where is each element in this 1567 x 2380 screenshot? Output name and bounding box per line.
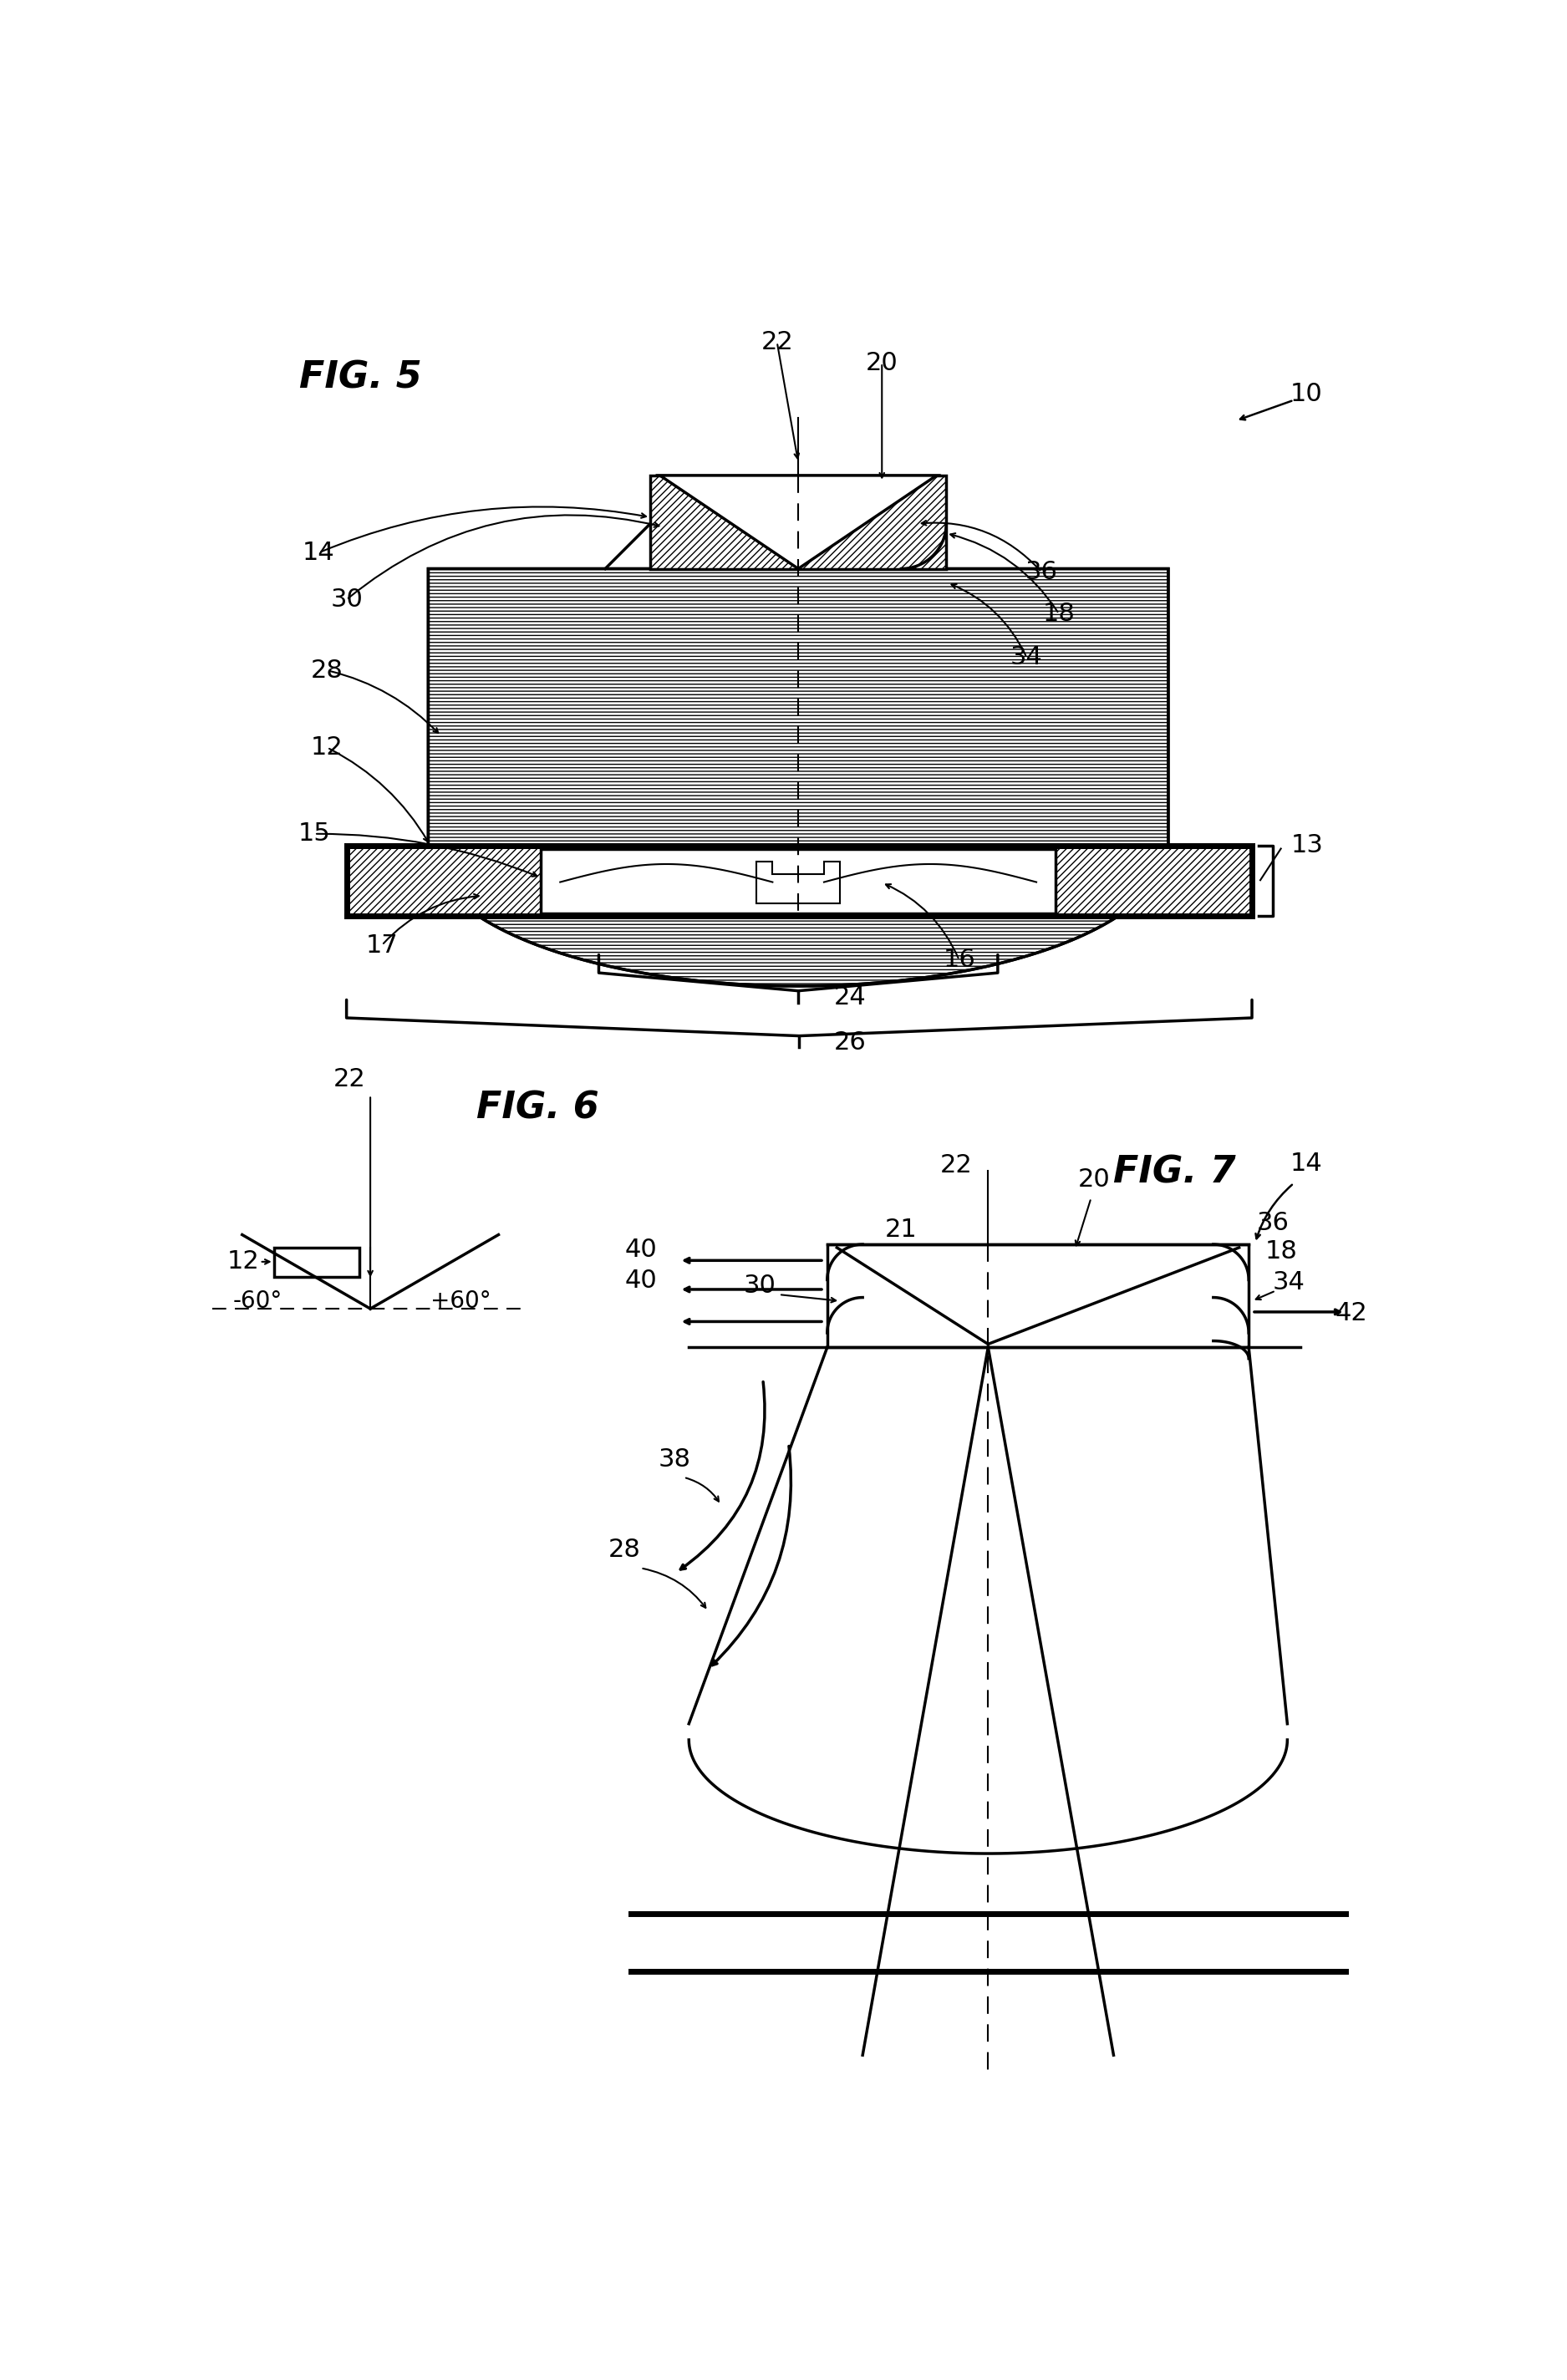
Text: 30: 30 <box>743 1273 776 1297</box>
Text: +60°: +60° <box>429 1290 490 1314</box>
Polygon shape <box>660 476 937 569</box>
Text: 36: 36 <box>1257 1211 1290 1235</box>
Text: 22: 22 <box>762 331 793 355</box>
Text: 14: 14 <box>302 540 335 564</box>
Text: 12: 12 <box>310 735 343 759</box>
Text: 42: 42 <box>1335 1302 1368 1326</box>
Text: 34: 34 <box>1011 645 1044 669</box>
Text: 30: 30 <box>331 588 362 612</box>
Polygon shape <box>650 476 946 569</box>
Polygon shape <box>346 845 1252 916</box>
Text: 22: 22 <box>334 1069 367 1092</box>
Text: 18: 18 <box>1042 602 1075 626</box>
Text: 26: 26 <box>834 1031 867 1054</box>
Text: FIG. 7: FIG. 7 <box>1114 1154 1236 1190</box>
Text: 12: 12 <box>227 1250 259 1273</box>
Text: 10: 10 <box>1291 381 1323 407</box>
Text: 38: 38 <box>658 1447 691 1471</box>
Text: 34: 34 <box>1272 1271 1305 1295</box>
Text: 40: 40 <box>624 1269 657 1292</box>
Text: 40: 40 <box>624 1238 657 1261</box>
Text: 18: 18 <box>1265 1240 1297 1264</box>
Polygon shape <box>757 862 840 904</box>
Text: 21: 21 <box>885 1219 917 1242</box>
Text: 13: 13 <box>1291 833 1323 857</box>
Text: 20: 20 <box>865 350 898 376</box>
Bar <box>274 1247 359 1276</box>
Text: 17: 17 <box>365 933 398 957</box>
Text: 36: 36 <box>1025 559 1058 583</box>
Text: FIG. 5: FIG. 5 <box>299 359 422 395</box>
Text: 24: 24 <box>834 985 867 1009</box>
Text: 22: 22 <box>940 1152 972 1178</box>
Text: 15: 15 <box>298 821 331 845</box>
Text: 16: 16 <box>943 947 975 971</box>
Text: -60°: -60° <box>233 1290 282 1314</box>
Text: FIG. 6: FIG. 6 <box>476 1090 599 1126</box>
Text: 28: 28 <box>310 659 343 683</box>
Text: 20: 20 <box>1078 1166 1111 1192</box>
Polygon shape <box>827 1245 1249 1347</box>
Text: 14: 14 <box>1291 1152 1323 1176</box>
Text: 28: 28 <box>608 1537 641 1561</box>
Polygon shape <box>541 850 1056 914</box>
Polygon shape <box>428 569 1169 985</box>
